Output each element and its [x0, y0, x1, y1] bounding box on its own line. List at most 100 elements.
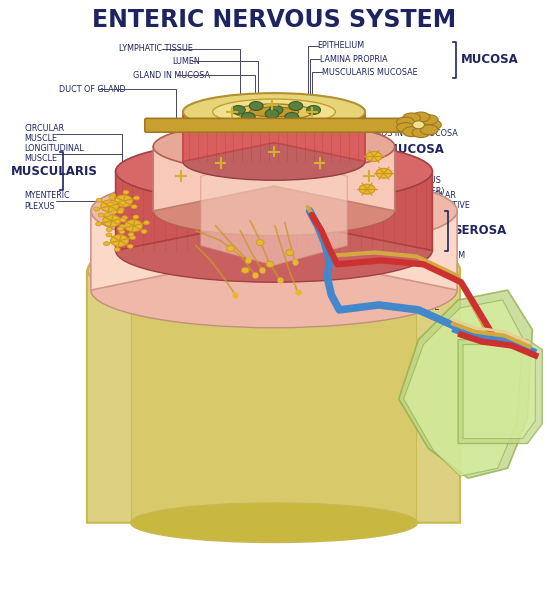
Ellipse shape [423, 120, 441, 130]
Text: MUSCULARIS MUCOSAE: MUSCULARIS MUCOSAE [322, 68, 417, 77]
Ellipse shape [123, 190, 129, 194]
Ellipse shape [265, 109, 279, 118]
Text: VEIN: VEIN [418, 266, 437, 275]
Ellipse shape [103, 242, 109, 245]
Ellipse shape [376, 169, 392, 178]
Ellipse shape [125, 220, 142, 232]
Text: DUCT OF GLAND: DUCT OF GLAND [59, 85, 125, 94]
Ellipse shape [108, 202, 113, 206]
Polygon shape [404, 300, 522, 476]
Ellipse shape [118, 227, 124, 231]
Text: MYENTERIC
PLEXUS: MYENTERIC PLEXUS [25, 191, 70, 211]
Ellipse shape [420, 125, 438, 135]
Ellipse shape [131, 241, 417, 300]
Ellipse shape [183, 143, 365, 180]
Text: GLANDS IN SUBMUCOSA: GLANDS IN SUBMUCOSA [359, 129, 458, 138]
Ellipse shape [130, 236, 136, 239]
Ellipse shape [131, 205, 137, 209]
Ellipse shape [249, 107, 299, 117]
Text: AREOLAR
CONNECTIVE
TISSUE: AREOLAR CONNECTIVE TISSUE [418, 191, 470, 221]
Ellipse shape [141, 230, 147, 233]
Ellipse shape [119, 230, 125, 234]
Ellipse shape [397, 122, 415, 133]
Ellipse shape [127, 244, 133, 248]
Text: CIRCULAR
MUSCLE: CIRCULAR MUSCLE [25, 124, 65, 143]
Ellipse shape [115, 140, 432, 203]
Text: EPITHELIUM: EPITHELIUM [318, 41, 365, 50]
Ellipse shape [120, 201, 126, 205]
Polygon shape [458, 340, 542, 443]
Ellipse shape [412, 121, 424, 129]
Polygon shape [91, 173, 457, 290]
Polygon shape [399, 290, 532, 478]
Polygon shape [463, 344, 536, 439]
Ellipse shape [269, 106, 283, 115]
Text: MESENTERY: MESENTERY [234, 503, 313, 517]
Ellipse shape [115, 195, 132, 207]
Text: SEROSA: SEROSA [453, 224, 507, 237]
Ellipse shape [118, 208, 124, 212]
Text: ENTERIC NERVOUS SYSTEM: ENTERIC NERVOUS SYSTEM [92, 8, 456, 32]
Ellipse shape [403, 113, 421, 123]
Ellipse shape [110, 235, 129, 247]
Text: EPITHELIUM: EPITHELIUM [418, 251, 465, 260]
Ellipse shape [133, 215, 139, 219]
Ellipse shape [120, 218, 126, 222]
Ellipse shape [94, 207, 100, 211]
Ellipse shape [106, 233, 112, 237]
Text: NERVE: NERVE [414, 304, 440, 313]
Ellipse shape [96, 198, 102, 202]
Ellipse shape [403, 127, 421, 137]
Ellipse shape [366, 152, 382, 161]
Ellipse shape [256, 239, 264, 245]
FancyBboxPatch shape [145, 118, 415, 132]
Ellipse shape [117, 210, 123, 214]
Ellipse shape [143, 221, 149, 224]
Ellipse shape [266, 262, 274, 268]
Text: ARTERY: ARTERY [418, 280, 449, 289]
Ellipse shape [115, 219, 432, 282]
Ellipse shape [289, 101, 302, 110]
Polygon shape [183, 93, 365, 161]
Ellipse shape [397, 117, 415, 127]
Ellipse shape [226, 245, 235, 251]
Ellipse shape [241, 268, 249, 273]
Text: LUMEN: LUMEN [172, 57, 200, 66]
Ellipse shape [285, 112, 299, 121]
Ellipse shape [420, 115, 438, 125]
Ellipse shape [104, 213, 110, 217]
Ellipse shape [110, 193, 116, 197]
Text: LONGITUDINAL
MUSCLE: LONGITUDINAL MUSCLE [25, 144, 84, 163]
Ellipse shape [153, 186, 395, 236]
Text: MUSCULARIS: MUSCULARIS [11, 165, 97, 178]
Ellipse shape [91, 173, 457, 248]
Polygon shape [131, 241, 416, 523]
Text: SUBMUCOSA: SUBMUCOSA [359, 143, 444, 156]
Text: LYMPHATIC TISSUE: LYMPHATIC TISSUE [119, 44, 193, 53]
Ellipse shape [101, 200, 119, 212]
Ellipse shape [96, 222, 102, 226]
Ellipse shape [111, 210, 117, 214]
Text: SUBMUCOSAL PLEXUS
(PLEXUS OF MEISSNER): SUBMUCOSAL PLEXUS (PLEXUS OF MEISSNER) [351, 176, 445, 196]
Ellipse shape [307, 106, 321, 115]
Ellipse shape [122, 216, 127, 220]
Ellipse shape [231, 106, 245, 115]
Polygon shape [153, 122, 395, 211]
Ellipse shape [119, 224, 125, 229]
Polygon shape [87, 186, 460, 523]
Ellipse shape [103, 215, 120, 227]
Text: GLAND IN MUCOSA: GLAND IN MUCOSA [132, 71, 210, 80]
Ellipse shape [153, 122, 395, 172]
Ellipse shape [98, 213, 104, 217]
Text: LAMINA PROPRIA: LAMINA PROPRIA [319, 55, 387, 64]
Ellipse shape [128, 233, 134, 236]
Ellipse shape [91, 253, 457, 328]
Ellipse shape [412, 112, 430, 122]
Ellipse shape [235, 104, 313, 120]
Ellipse shape [131, 503, 417, 542]
Ellipse shape [88, 231, 460, 310]
Ellipse shape [114, 247, 120, 251]
Text: MUCOSA: MUCOSA [461, 53, 519, 66]
Ellipse shape [106, 227, 112, 232]
Polygon shape [201, 157, 347, 265]
